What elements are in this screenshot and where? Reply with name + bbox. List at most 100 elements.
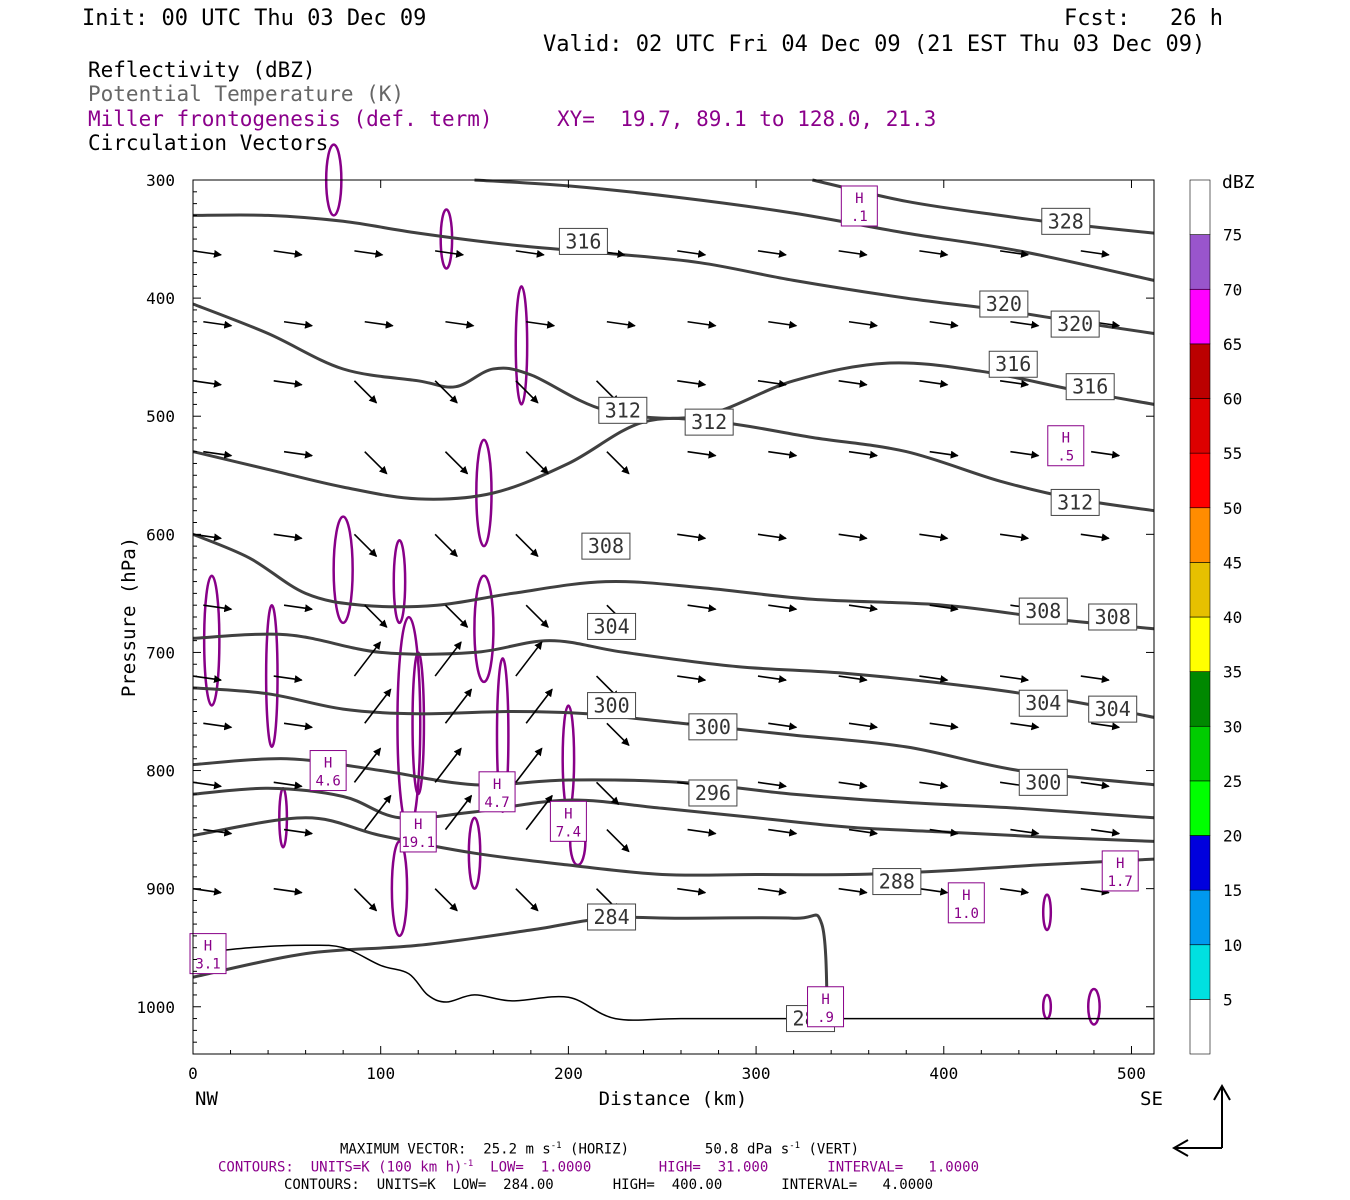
- circulation-vector: [677, 533, 707, 542]
- theta-label-box: [988, 350, 1038, 378]
- colorbar-swatch: [1189, 671, 1211, 727]
- circulation-vector: [283, 828, 314, 837]
- circulation-vector: [444, 604, 469, 628]
- circulation-vector: [273, 249, 303, 258]
- colorbar-swatch: [1189, 288, 1211, 345]
- forecast-hour: Fcst: 26 h: [1064, 6, 1223, 31]
- max-marker-label: H: [962, 888, 970, 904]
- circulation-vector: [919, 249, 949, 258]
- circulation-vector: [444, 688, 473, 724]
- circulation-vector: [757, 675, 787, 684]
- max-marker-label: H: [493, 777, 501, 793]
- colorbar-level: 20: [1223, 827, 1242, 846]
- theta-label-box: [1088, 603, 1138, 631]
- colorbar-level: 55: [1223, 444, 1242, 463]
- y-tick-label: 900: [146, 880, 175, 899]
- circulation-vector: [515, 747, 543, 783]
- circulation-vector: [353, 747, 382, 783]
- theta-label-text: 320: [986, 292, 1022, 316]
- theta-contour-312: [192, 416, 1155, 513]
- frontogenesis-contour: [1086, 987, 1101, 1026]
- max-marker-value: 4.7: [484, 795, 509, 811]
- x-tick-label: 500: [1117, 1064, 1146, 1083]
- theta-contour-304: [192, 632, 1155, 719]
- max-marker-label: H: [855, 191, 863, 207]
- circulation-vector: [848, 828, 878, 837]
- max-marker-box: [549, 800, 587, 842]
- circulation-vector: [434, 380, 458, 404]
- terrain-line: [192, 944, 1154, 1021]
- cross-section-xy: XY= 19.7, 89.1 to 128.0, 21.3: [557, 107, 937, 131]
- circulation-vector: [1010, 722, 1040, 731]
- circulation-vector: [1080, 533, 1110, 542]
- theta-label-box: [1065, 373, 1115, 401]
- circulation-vector: [999, 379, 1030, 388]
- circulation-vector: [515, 380, 539, 404]
- theta-label-text: 308: [1095, 605, 1131, 629]
- contours-theta: CONTOURS: UNITS=K LOW= 284.00 HIGH= 400.…: [284, 1177, 934, 1193]
- colorbar-level: 15: [1223, 881, 1242, 900]
- max-marker-value: 1.7: [1108, 874, 1133, 890]
- circulation-vector: [273, 887, 303, 896]
- circulation-vector: [1091, 828, 1121, 837]
- colorbar-level: 70: [1223, 280, 1242, 299]
- x-axis-label: Distance (km): [599, 1088, 748, 1110]
- theta-label-text: 304: [1025, 691, 1061, 715]
- theta-contour-284: [192, 913, 829, 1019]
- frontogenesis-contour: [514, 285, 529, 406]
- circulation-vector: [757, 249, 787, 258]
- colorbar-swatch: [1189, 780, 1211, 836]
- init-time: Init: 00 UTC Thu 03 Dec 09: [82, 6, 427, 31]
- theta-label-box: [688, 713, 738, 741]
- circulation-vector: [515, 533, 539, 558]
- circulation-vector: [929, 320, 959, 329]
- theta-label-text: 316: [995, 352, 1031, 376]
- y-tick-label: 800: [146, 762, 175, 781]
- theta-label-text: 312: [605, 398, 641, 422]
- circulation-vector: [526, 320, 556, 329]
- circulation-vector: [999, 533, 1030, 542]
- circulation-vector: [606, 451, 630, 475]
- y-tick-label: 500: [146, 407, 175, 426]
- theta-label-box: [1018, 597, 1068, 625]
- max-marker-value: 4.6: [315, 774, 340, 790]
- frontogenesis-contour: [392, 539, 407, 625]
- theta-contour-288: [192, 816, 1155, 877]
- max-marker-label: H: [204, 939, 212, 955]
- circulation-vector: [203, 828, 233, 837]
- theta-contour-316: [192, 302, 1155, 420]
- colorbar-swatch: [1189, 234, 1211, 290]
- colorbar-level: 10: [1223, 936, 1242, 955]
- colorbar-swatch: [1189, 562, 1211, 618]
- circulation-vector: [768, 604, 798, 613]
- frontogenesis-contour: [439, 208, 454, 270]
- theta-label-text: 316: [1072, 375, 1108, 399]
- circulation-vector: [192, 379, 222, 388]
- circulation-vector: [273, 533, 303, 542]
- circulation-vector: [677, 675, 707, 684]
- max-marker-box: [1047, 425, 1085, 467]
- colorbar-level: 50: [1223, 499, 1242, 518]
- circulation-vector: [919, 379, 949, 388]
- circulation-vector: [364, 604, 388, 628]
- max-marker-label: H: [821, 992, 829, 1008]
- theta-label-box: [688, 779, 738, 807]
- circulation-vector: [434, 533, 458, 558]
- max-marker-box: [189, 933, 227, 975]
- circulation-vector: [848, 320, 878, 329]
- circulation-vector: [283, 722, 314, 731]
- circulation-vector: [595, 781, 620, 806]
- circulation-vector: [525, 604, 549, 628]
- reference-vector-icon: [1171, 1083, 1231, 1157]
- theta-label-box: [872, 868, 922, 896]
- max-vector-vert: 50.8 dPa s: [704, 1141, 790, 1158]
- circulation-vector: [606, 722, 630, 747]
- circulation-vector: [353, 641, 382, 677]
- field-reflectivity: Reflectivity (dBZ): [88, 58, 316, 82]
- contours1-units: CONTOURS: UNITS=K (100 km h): [218, 1159, 463, 1176]
- circulation-vector: [273, 379, 303, 388]
- circulation-vector: [838, 249, 868, 258]
- circulation-vector: [848, 722, 878, 731]
- theta-label-box: [558, 227, 608, 255]
- colorbar-level: 65: [1223, 335, 1242, 354]
